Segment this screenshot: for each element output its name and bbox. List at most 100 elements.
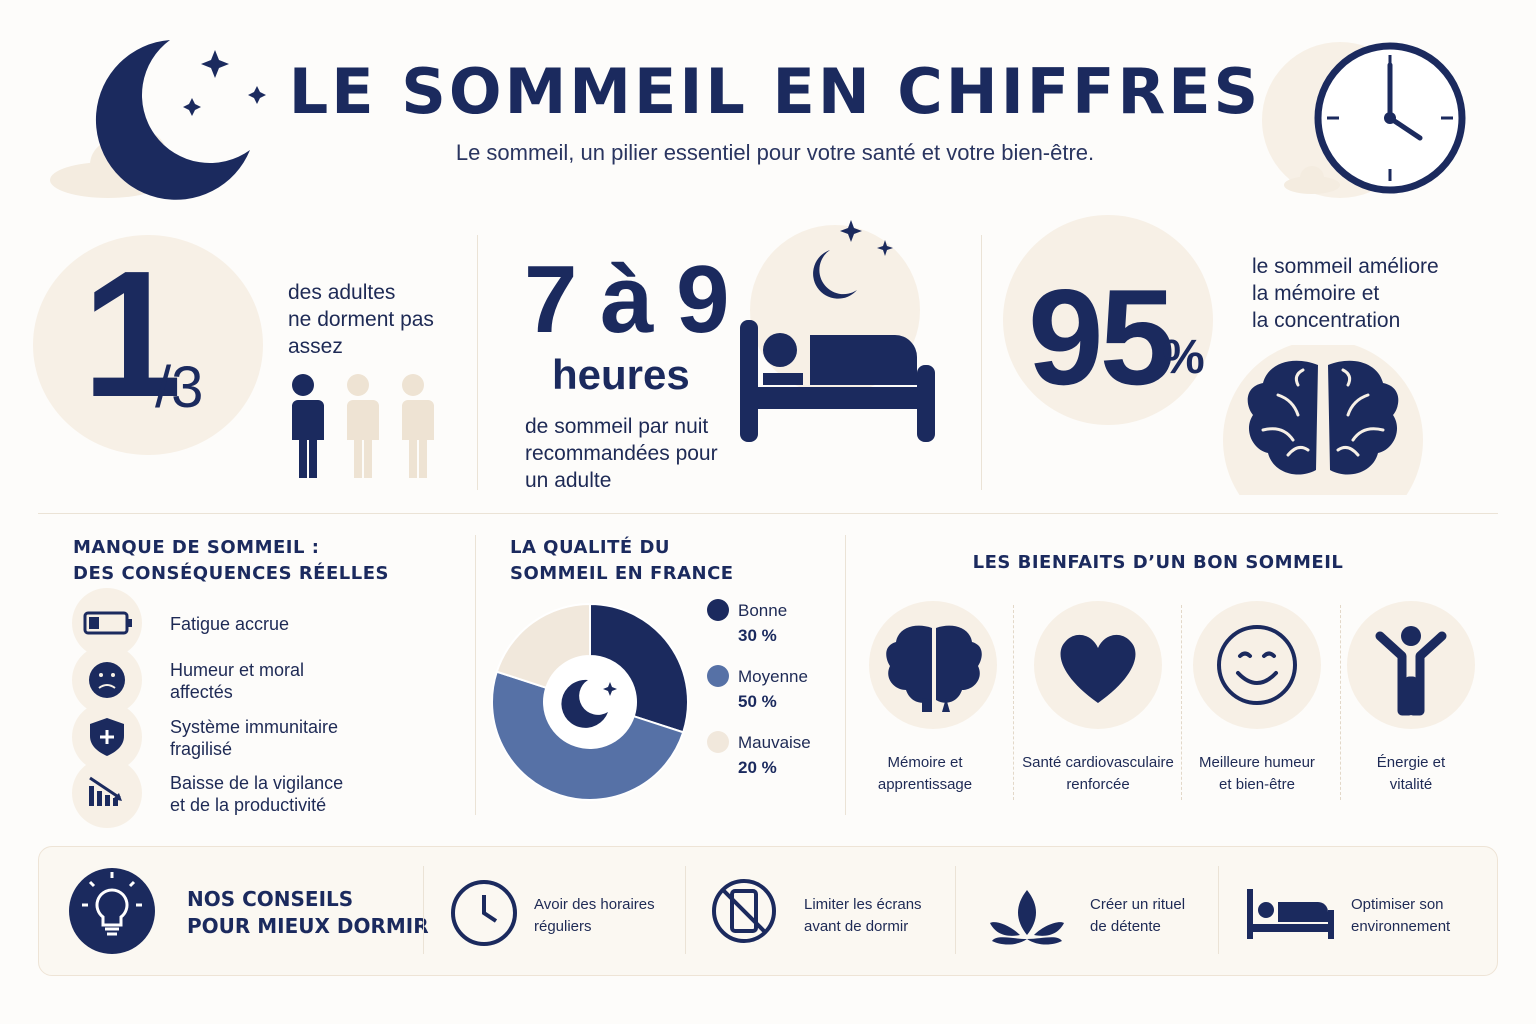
text-line: de sommeil par nuit	[525, 415, 709, 438]
stat-figure: 7 à 9	[524, 246, 730, 353]
stat-background	[33, 235, 263, 455]
text-line: Humeur et moral	[170, 660, 305, 680]
benefit-icons	[869, 601, 1475, 729]
legend-label: Bonne	[738, 601, 787, 620]
benefit-text: Mémoire et apprentissage	[840, 752, 1010, 796]
legend-label: Mauvaise	[738, 733, 811, 752]
brain-icon	[1223, 345, 1423, 495]
stat-unit: heures	[552, 351, 690, 398]
section-divider	[38, 513, 1498, 514]
text-line: vitalité	[1389, 776, 1433, 793]
text-line: Fatigue accrue	[170, 614, 290, 634]
text-line: fragilisé	[170, 739, 233, 759]
tips-panel	[38, 846, 1498, 976]
text-line: Énergie et	[1376, 754, 1446, 771]
text-line: et bien-être	[1219, 776, 1295, 793]
value-label: 50 %	[738, 692, 777, 711]
legend-label: Moyenne	[738, 667, 808, 686]
text-line: ne dorment pas	[288, 308, 434, 331]
legend-swatch	[707, 599, 729, 621]
benefit-text: Énergie et vitalité	[1326, 752, 1496, 796]
text-line: DES CONSÉQUENCES RÉELLES	[73, 563, 389, 584]
bed-icon	[740, 220, 935, 442]
divider	[1013, 605, 1014, 800]
stat-unit: %	[1162, 331, 1205, 384]
divider	[845, 535, 846, 815]
text-line: affectés	[170, 682, 233, 702]
subtitle: Le sommeil, un pilier essentiel pour vot…	[455, 140, 1095, 165]
moon-decoration	[50, 40, 266, 200]
legend-swatch	[707, 731, 729, 753]
text-line: renforcée	[1066, 776, 1130, 793]
section-title: MANQUE DE SOMMEIL : DES CONSÉQUENCES RÉEL…	[73, 535, 389, 587]
text-line: Avoir des horaires	[534, 896, 655, 913]
tip-text: Optimiser son environnement	[1351, 894, 1450, 938]
section-title: LES BIENFAITS D’UN BON SOMMEIL	[972, 552, 1344, 573]
text-line: Limiter les écrans	[804, 896, 922, 913]
text-line: un adulte	[525, 469, 612, 492]
text-line: NOS CONSEILS	[187, 887, 354, 911]
donut-center	[544, 656, 636, 748]
donut-chart: Bonne 30 % Moyenne 50 % Mauvaise 20 %	[491, 599, 811, 801]
divider	[475, 535, 476, 815]
text-line: la mémoire et	[1252, 282, 1380, 305]
stat-fraction: /3	[155, 355, 204, 420]
title: LE SOMMEIL EN CHIFFRES	[288, 55, 1262, 128]
text-line: des adultes	[288, 281, 396, 304]
stat-figure: 95	[1028, 261, 1175, 413]
text-line: avant de dormir	[804, 918, 909, 935]
star-icon	[603, 682, 617, 696]
tip-text: Créer un rituel de détente	[1090, 894, 1185, 938]
divider	[1340, 605, 1341, 800]
value-label: 30 %	[738, 626, 777, 645]
clock-decoration	[1262, 42, 1466, 198]
value-label: 20 %	[738, 758, 777, 777]
text-line: Baisse de la vigilance	[170, 773, 344, 793]
tip-text: Avoir des horaires réguliers	[534, 894, 655, 938]
text-line: apprentissage	[877, 776, 973, 793]
text-line: la concentration	[1252, 309, 1401, 332]
stat-text: de sommeil par nuit recommandées pour un a…	[525, 413, 718, 494]
text-line: POUR MIEUX DORMIR	[187, 914, 429, 938]
text-line: recommandées pour	[525, 442, 718, 465]
text-line: MANQUE DE SOMMEIL :	[73, 537, 320, 558]
consequence-text: Baisse de la vigilance et de la productiv…	[170, 772, 343, 816]
divider	[1218, 866, 1219, 954]
divider	[423, 866, 424, 954]
moon-icon	[561, 679, 608, 728]
divider	[955, 866, 956, 954]
benefit-text: Santé cardiovasculaire renforcée	[1013, 752, 1183, 796]
consequence-text: Fatigue accrue	[170, 613, 289, 635]
stat-figure: 1	[82, 234, 183, 435]
benefit-text: Meilleure humeur et bien-être	[1172, 752, 1342, 796]
text-line: Mémoire et	[887, 754, 963, 771]
text-line: assez	[288, 335, 343, 358]
people-icon	[288, 374, 434, 478]
text-line: et de la productivité	[170, 795, 327, 815]
consequence-icons	[72, 588, 142, 828]
divider	[685, 866, 686, 954]
tip-icons	[69, 868, 1334, 954]
text-line: Santé cardiovasculaire	[1022, 754, 1174, 771]
text-line: de détente	[1090, 918, 1161, 935]
stat-text: des adultes ne dorment pas assez	[288, 279, 434, 360]
divider	[1181, 605, 1182, 800]
tips-title: NOS CONSEILS POUR MIEUX DORMIR	[187, 886, 429, 940]
divider	[981, 235, 982, 490]
text-line: réguliers	[534, 918, 592, 935]
text-line: Meilleure humeur	[1199, 754, 1315, 771]
text-line: environnement	[1351, 918, 1451, 935]
text-line: Système immunitaire	[170, 717, 339, 737]
stat-text: le sommeil améliore la mémoire et la conce…	[1252, 253, 1439, 334]
text-line: Créer un rituel	[1090, 896, 1186, 913]
legend-swatch	[707, 665, 729, 687]
divider	[477, 235, 478, 490]
chart-title: LA QUALITÉ DU SOMMEIL EN FRANCE	[510, 537, 734, 584]
stat-background	[1003, 215, 1213, 425]
consequence-text: Humeur et moral affectés	[170, 659, 304, 703]
consequence-text: Système immunitaire fragilisé	[170, 716, 338, 760]
text-line: le sommeil améliore	[1252, 255, 1439, 278]
tip-text: Limiter les écrans avant de dormir	[804, 894, 922, 938]
text-line: Optimiser son	[1351, 896, 1444, 913]
